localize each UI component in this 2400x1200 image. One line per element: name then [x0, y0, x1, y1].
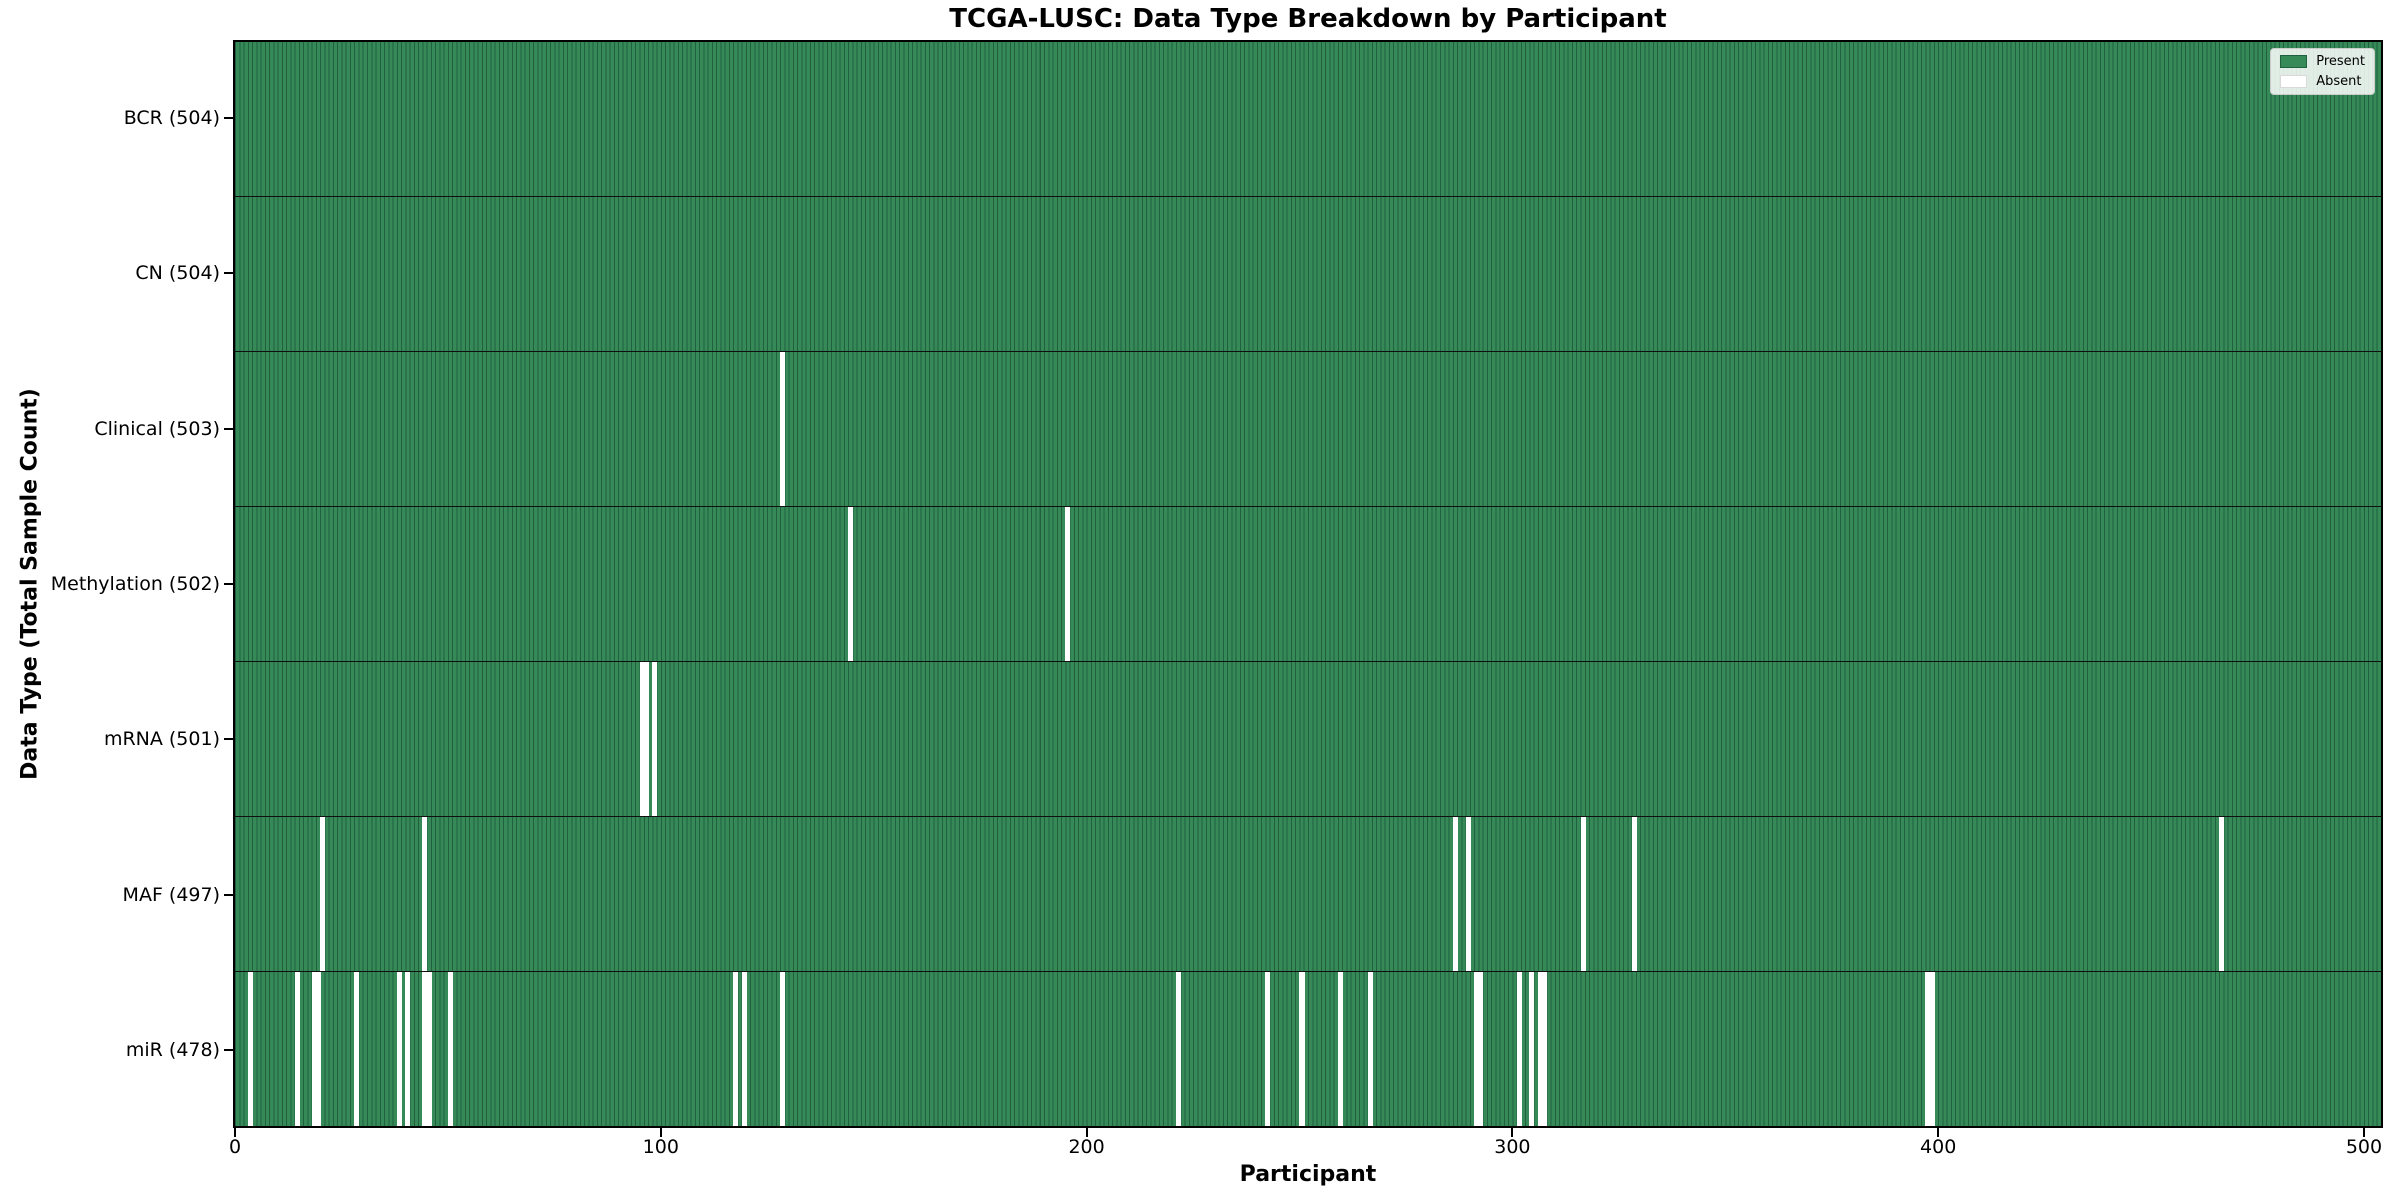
x-tick-mark [2362, 1128, 2365, 1137]
x-tick-mark [234, 1128, 236, 1137]
absent-marker [1452, 817, 1458, 971]
absent-marker [1478, 972, 1484, 1126]
legend-swatch-icon [2280, 75, 2308, 88]
absent-marker [639, 662, 645, 816]
row-Clinical [235, 352, 2381, 507]
absent-marker [1265, 972, 1271, 1126]
absent-marker [733, 972, 739, 1126]
absent-marker [447, 972, 453, 1126]
y-tick-label: Clinical (503) [94, 417, 220, 440]
x-tick-mark [1085, 1128, 1088, 1137]
x-tick-mark [1937, 1128, 1940, 1137]
absent-marker [741, 972, 747, 1126]
x-tick-mark [659, 1128, 662, 1137]
y-tick-label: BCR (504) [123, 106, 220, 129]
y-tick-mark [224, 272, 233, 275]
legend-swatch-icon [2280, 55, 2308, 68]
absent-marker [311, 972, 317, 1126]
absent-marker [354, 972, 360, 1126]
legend-label: Absent [2316, 74, 2362, 89]
absent-marker [2219, 817, 2225, 971]
absent-marker [1299, 972, 1305, 1126]
absent-marker [1537, 972, 1543, 1126]
x-tick-label: 0 [228, 1136, 242, 1158]
absent-marker [315, 972, 321, 1126]
absent-marker [1925, 972, 1931, 1126]
row-CN [235, 197, 2381, 352]
y-tick-label: MAF (497) [122, 883, 220, 906]
absent-marker [1929, 972, 1935, 1126]
absent-marker [643, 662, 649, 816]
y-tick-label: Methylation (502) [50, 573, 220, 595]
absent-marker [652, 662, 658, 816]
presence-matrix [235, 42, 2381, 1126]
legend-entry: Absent [2280, 74, 2365, 89]
y-tick-mark [224, 116, 233, 119]
row-mRNA [235, 662, 2381, 817]
legend: Present Absent [2270, 48, 2375, 95]
y-tick-label: CN (504) [135, 262, 220, 285]
absent-marker [1516, 972, 1522, 1126]
absent-marker [247, 972, 253, 1126]
absent-marker [1176, 972, 1182, 1126]
absent-marker [422, 972, 428, 1126]
row-BCR [235, 42, 2381, 197]
x-tick-mark [1511, 1128, 1514, 1137]
chart-title: TCGA-LUSC: Data Type Breakdown by Partic… [949, 4, 1667, 34]
absent-marker [426, 972, 432, 1126]
x-tick-label: 500 [2345, 1136, 2383, 1158]
y-tick-mark [224, 583, 233, 585]
y-tick-mark [224, 1049, 233, 1052]
plot-area: Present Absent [233, 40, 2383, 1128]
absent-marker [780, 972, 786, 1126]
absent-marker [780, 352, 786, 506]
absent-marker [422, 817, 428, 971]
x-axis-label: Participant [1239, 1162, 1377, 1187]
y-tick-label: miR (478) [125, 1039, 220, 1062]
absent-marker [1631, 817, 1637, 971]
absent-marker [848, 507, 854, 661]
absent-marker [396, 972, 402, 1126]
y-tick-mark [224, 738, 233, 741]
row-miR [235, 972, 2381, 1126]
absent-marker [1337, 972, 1343, 1126]
y-tick-label: mRNA (501) [103, 728, 220, 751]
absent-marker [1367, 972, 1373, 1126]
x-tick-label: 100 [642, 1136, 679, 1158]
x-tick-label: 200 [1068, 1136, 1105, 1158]
absent-marker [1065, 507, 1071, 661]
x-tick-label: 400 [1920, 1136, 1957, 1158]
x-tick-label: 300 [1494, 1136, 1531, 1158]
absent-marker [1529, 972, 1535, 1126]
absent-marker [294, 972, 300, 1126]
row-MAF [235, 817, 2381, 972]
row-Methylation [235, 507, 2381, 662]
legend-entry: Present [2280, 54, 2365, 69]
absent-marker [1580, 817, 1586, 971]
absent-marker [1465, 817, 1471, 971]
y-tick-mark [224, 427, 233, 430]
absent-marker [405, 972, 411, 1126]
absent-marker [1542, 972, 1548, 1126]
absent-marker [1474, 972, 1480, 1126]
legend-label: Present [2316, 54, 2365, 69]
y-tick-mark [224, 893, 233, 896]
absent-marker [320, 817, 326, 971]
